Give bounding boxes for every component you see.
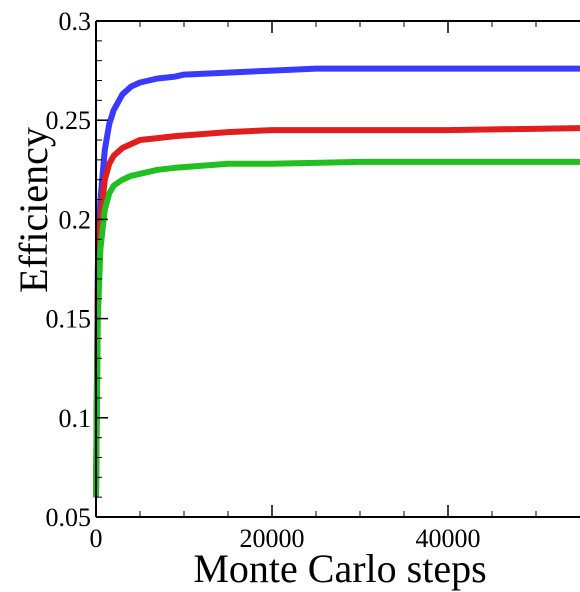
- y-tick-label: 0.15: [46, 305, 92, 334]
- x-tick-label: 20000: [240, 524, 305, 553]
- series-layer: [93, 65, 580, 498]
- plot-frame: [95, 20, 580, 518]
- tick-layer: 0.05 0.1 0.15 0.2 0.25 0.3 0 20000 40000: [46, 7, 537, 553]
- y-tick-label: 0.2: [59, 205, 92, 234]
- series-line-3: [93, 158, 580, 498]
- y-axis-title: Efficiency: [11, 127, 56, 293]
- y-tick-label: 0.25: [46, 106, 92, 135]
- x-tick-label: 0: [90, 524, 103, 553]
- series-line-1: [93, 65, 580, 498]
- x-tick-label: 40000: [416, 524, 481, 553]
- x-axis-title: Monte Carlo steps: [193, 546, 486, 591]
- series-line-2: [93, 125, 580, 498]
- y-tick-label: 0.1: [59, 404, 92, 433]
- y-tick-label: 0.05: [46, 503, 92, 532]
- y-tick-label: 0.3: [59, 7, 92, 36]
